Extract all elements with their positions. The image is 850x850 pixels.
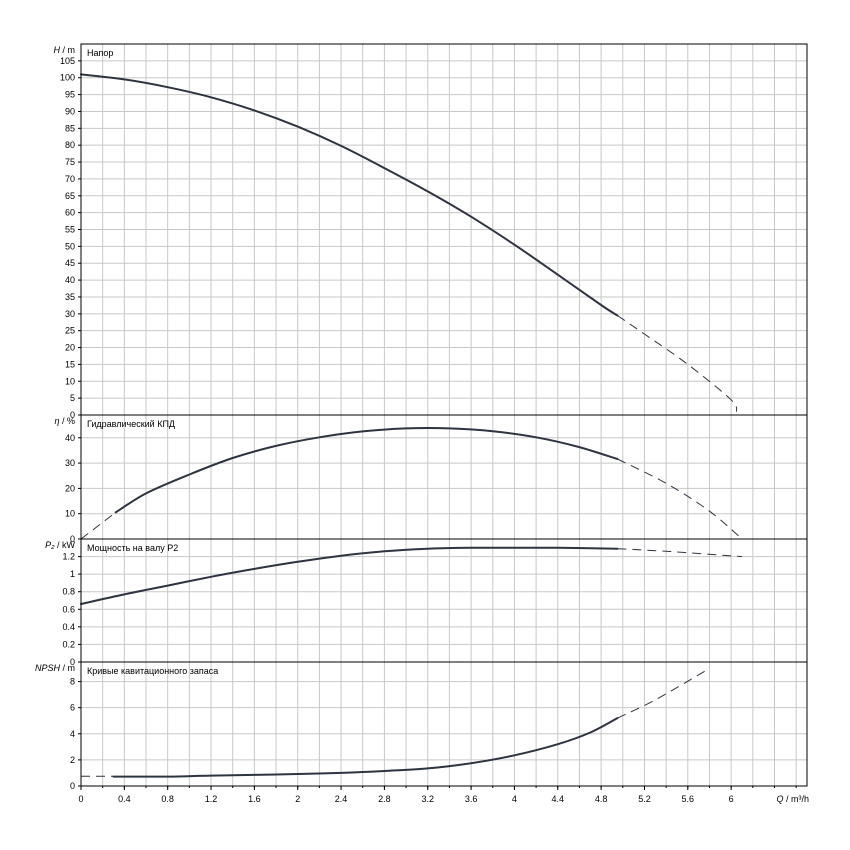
panel-title: Кривые кавитационного запаса (87, 666, 218, 676)
x-tick-label: 1.6 (248, 794, 261, 804)
x-tick-label: 4.4 (552, 794, 565, 804)
y-tick-label: 45 (65, 258, 75, 268)
y-tick-label: 4 (70, 729, 75, 739)
y-tick-label: 1.2 (62, 552, 75, 562)
y-tick-label: 0.4 (62, 622, 75, 632)
y-tick-label: 95 (65, 90, 75, 100)
panel-frame (80, 661, 808, 787)
panel-frame (80, 414, 808, 540)
x-tick-label: 5.2 (638, 794, 651, 804)
x-tick-label: 0 (78, 794, 83, 804)
curves (80, 73, 743, 778)
curve-extrapolated (617, 458, 743, 540)
y-tick-label: 55 (65, 225, 75, 235)
y-tick-label: 90 (65, 106, 75, 116)
y-tick-label: 65 (65, 191, 75, 201)
y-tick-label: 0 (70, 534, 75, 544)
y-axis-label: η / % (54, 416, 75, 426)
y-tick-label: 0 (70, 781, 75, 791)
y-tick-label: 0 (70, 410, 75, 420)
y-tick-label: 0.2 (62, 639, 75, 649)
x-tick-label: 3.2 (421, 794, 434, 804)
y-tick-label: 100 (60, 73, 75, 83)
x-axis-label: Q / m³/h (776, 794, 809, 804)
x-tick-label: 2.8 (378, 794, 391, 804)
x-tick-label: 5.6 (682, 794, 695, 804)
y-tick-label: 10 (65, 376, 75, 386)
panel-frame (80, 538, 808, 663)
panel-title: Мощность на валу P2 (87, 543, 178, 553)
y-tick-label: 60 (65, 208, 75, 218)
y-tick-label: 20 (65, 343, 75, 353)
y-tick-label: 25 (65, 326, 75, 336)
curve-operating (114, 427, 619, 514)
y-tick-label: 2 (70, 755, 75, 765)
curve-extrapolated (617, 668, 710, 719)
y-tick-label: 30 (65, 309, 75, 319)
frames (78, 43, 808, 790)
y-tick-label: 0.8 (62, 587, 75, 597)
x-tick-label: 4 (512, 794, 517, 804)
y-tick-label: 20 (65, 483, 75, 493)
curve-extrapolated (617, 315, 738, 412)
x-tick-label: 1.2 (205, 794, 218, 804)
y-tick-label: 50 (65, 241, 75, 251)
curve-extrapolated (80, 512, 117, 540)
x-tick-label: 6 (729, 794, 734, 804)
y-tick-label: 80 (65, 140, 75, 150)
y-tick-label: 8 (70, 677, 75, 687)
curve-extrapolated (617, 548, 743, 558)
y-tick-label: 1 (70, 569, 75, 579)
panel-title: Гидравлический КПД (87, 419, 175, 429)
y-axis-label: P₂ / kW (45, 540, 75, 550)
x-tick-label: 0.4 (118, 794, 131, 804)
y-tick-label: 0 (70, 657, 75, 667)
y-tick-label: 75 (65, 157, 75, 167)
y-tick-label: 10 (65, 509, 75, 519)
y-tick-label: 15 (65, 359, 75, 369)
labels: 0510152025303540455055606570758085909510… (35, 45, 809, 804)
y-tick-label: 105 (60, 56, 75, 66)
panel-title: Напор (87, 48, 113, 58)
y-axis-label: H / m (54, 45, 76, 55)
y-tick-label: 85 (65, 123, 75, 133)
y-tick-label: 5 (70, 393, 75, 403)
curve-operating (80, 546, 619, 605)
y-tick-label: 35 (65, 292, 75, 302)
curve-operating (112, 717, 619, 778)
x-tick-label: 3.6 (465, 794, 478, 804)
x-tick-label: 2 (295, 794, 300, 804)
y-tick-label: 40 (65, 433, 75, 443)
y-tick-label: 40 (65, 275, 75, 285)
curve-operating (80, 73, 619, 317)
y-tick-label: 0.6 (62, 604, 75, 614)
y-tick-label: 30 (65, 458, 75, 468)
y-tick-label: 6 (70, 703, 75, 713)
x-tick-label: 2.4 (335, 794, 348, 804)
x-tick-label: 0.8 (161, 794, 174, 804)
x-tick-label: 4.8 (595, 794, 608, 804)
y-axis-label: NPSH / m (35, 663, 75, 673)
y-tick-label: 70 (65, 174, 75, 184)
